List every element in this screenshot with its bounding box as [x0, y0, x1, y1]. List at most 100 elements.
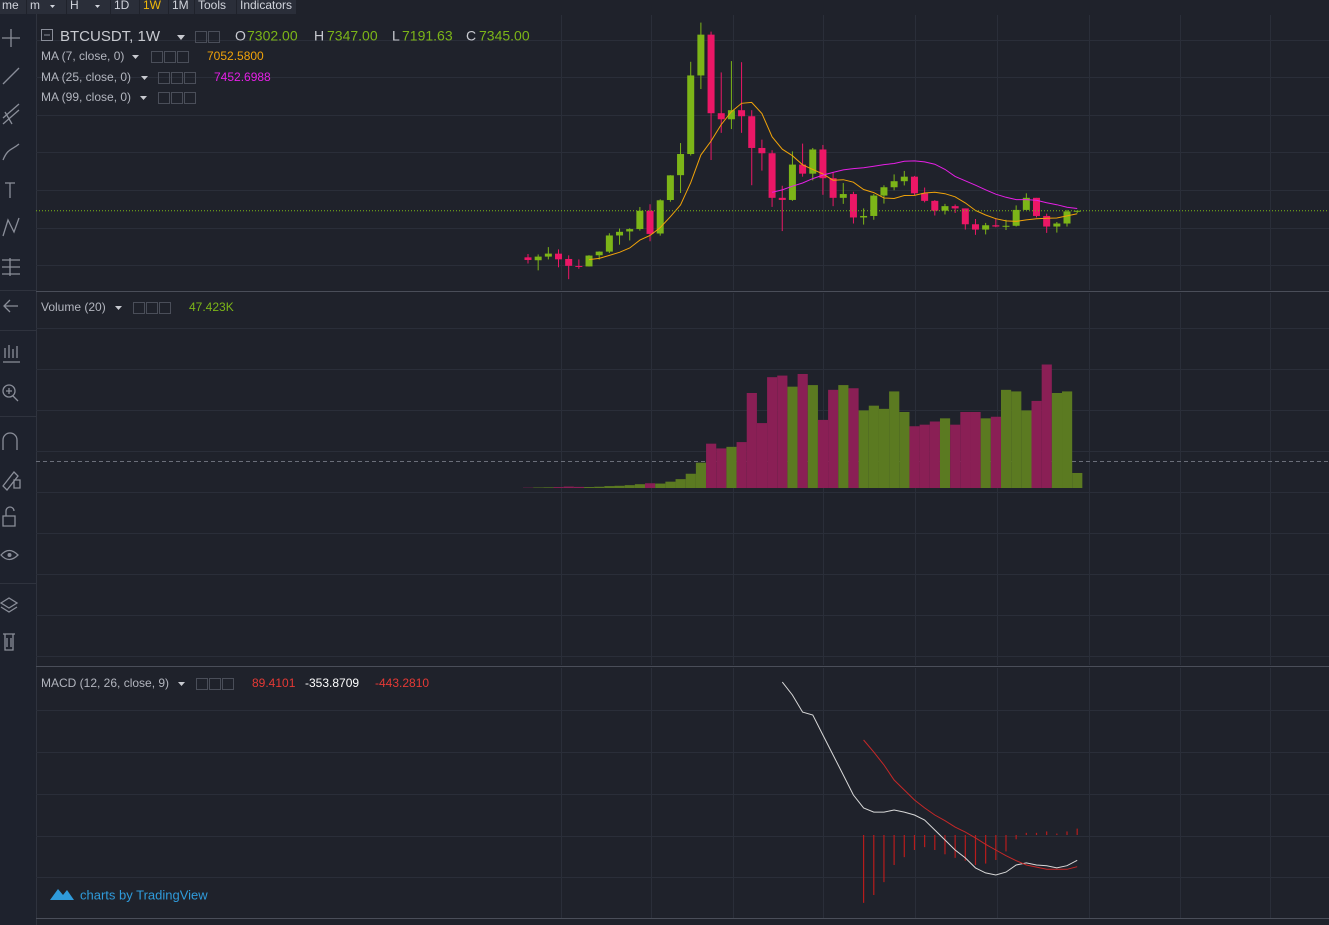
toolbar-button[interactable]: Indicators — [240, 0, 292, 12]
indicator-control[interactable] — [195, 31, 207, 43]
macd-histogram — [1056, 833, 1058, 835]
unlock-tool[interactable] — [2, 506, 16, 527]
candle-body — [707, 34, 715, 114]
candle-body — [1053, 223, 1061, 227]
dropdown-arrow[interactable] — [141, 76, 148, 80]
footer[interactable]: charts by TradingView — [50, 887, 208, 902]
line-tool[interactable] — [2, 67, 20, 85]
indicator-control[interactable] — [171, 72, 183, 84]
indicator-name[interactable]: MACD (12, 26, close, 9) — [41, 676, 169, 690]
footer-text[interactable]: charts by TradingView — [80, 887, 208, 902]
lock-draw-tool[interactable] — [2, 471, 21, 491]
macd-histogram — [1066, 831, 1068, 835]
indicator-control[interactable] — [133, 302, 145, 314]
symbol-title[interactable]: BTCUSDT, 1W — [60, 28, 161, 45]
ruler-tool[interactable] — [3, 345, 20, 363]
volume-bar — [563, 486, 574, 488]
volume-bar — [939, 418, 951, 488]
toolbar-dropdown[interactable] — [95, 5, 100, 8]
candle-body — [971, 224, 979, 230]
candle-body — [1033, 197, 1040, 216]
tradingview-logo[interactable] — [50, 889, 74, 900]
visibility-tool[interactable] — [0, 549, 19, 561]
volume-bar — [970, 412, 981, 488]
volume-bar — [980, 418, 991, 488]
indicator-name[interactable]: MA (7, close, 0) — [41, 49, 124, 63]
candle-body — [534, 256, 542, 261]
indicator-value: 7452.6988 — [214, 70, 271, 84]
dropdown-arrow[interactable] — [178, 682, 185, 686]
volume-bar — [746, 393, 757, 488]
candle-body — [992, 225, 1000, 227]
crosshair-tool[interactable] — [2, 29, 20, 47]
ohlc-value: 7191.63 — [402, 28, 453, 44]
indicator-control[interactable] — [146, 302, 158, 314]
toolbar-button[interactable]: H — [70, 0, 79, 12]
toolbar-button[interactable]: m — [30, 0, 40, 12]
dropdown-arrow[interactable] — [115, 306, 122, 310]
toolbar-button[interactable]: Tools — [198, 0, 226, 12]
indicator-control[interactable] — [196, 678, 208, 690]
toolbar-dropdown[interactable] — [50, 5, 55, 8]
fib-tool[interactable] — [2, 103, 20, 125]
candle-body — [687, 75, 695, 155]
candle-body — [565, 258, 573, 266]
measure-tool[interactable] — [2, 258, 20, 276]
indicator-control[interactable] — [184, 92, 196, 104]
indicator-control[interactable] — [159, 302, 171, 314]
indicator-control[interactable] — [177, 51, 189, 63]
indicator-control[interactable] — [209, 678, 221, 690]
indicator-name[interactable]: Volume (20) — [41, 300, 106, 314]
volume-bar — [573, 486, 585, 488]
magnet-tool[interactable] — [2, 432, 18, 450]
candle-body — [982, 225, 990, 230]
indicator-control[interactable] — [171, 92, 183, 104]
toolbar-button[interactable]: 1M — [172, 0, 189, 12]
candle-body — [646, 210, 654, 234]
candle-body — [636, 210, 644, 230]
ohlc-label: H — [314, 28, 324, 44]
sidebar-icons[interactable] — [0, 29, 21, 651]
collapse-button[interactable] — [41, 29, 53, 41]
indicator-control[interactable] — [158, 92, 170, 104]
volume-bar — [685, 473, 696, 488]
dropdown-arrow[interactable] — [140, 96, 147, 100]
volume-bar — [1011, 391, 1022, 488]
indicator-control[interactable] — [208, 31, 220, 43]
brush-tool[interactable] — [2, 143, 20, 161]
candle-body — [656, 200, 664, 234]
indicator-value: 7052.5800 — [207, 49, 264, 63]
dropdown-arrow[interactable] — [177, 35, 185, 40]
dropdown-arrow[interactable] — [132, 55, 139, 59]
toolbar-button[interactable]: me — [2, 0, 19, 12]
indicator-control[interactable] — [184, 72, 196, 84]
volume-bar — [716, 448, 727, 488]
volume-bar — [990, 416, 1001, 488]
volume-bar — [1021, 410, 1032, 488]
indicator-control[interactable] — [222, 678, 234, 690]
candle-body — [727, 110, 735, 120]
plots — [36, 22, 1329, 903]
indicator-control[interactable] — [158, 72, 170, 84]
text-tool[interactable] — [5, 182, 15, 198]
toolbar-button[interactable]: 1W — [143, 0, 162, 12]
indicator-name[interactable]: MA (25, close, 0) — [41, 70, 131, 84]
indicator-control[interactable] — [151, 51, 163, 63]
indicator-control[interactable] — [164, 51, 176, 63]
candle-body — [605, 235, 613, 252]
candle-body — [870, 195, 878, 216]
macd-histogram — [1005, 835, 1007, 852]
trash-tool[interactable] — [3, 633, 15, 651]
volume-bar — [624, 485, 635, 488]
macd-histogram — [873, 835, 875, 895]
candle-body — [1012, 209, 1020, 226]
back-tool[interactable] — [3, 299, 18, 313]
zoom-tool[interactable] — [2, 384, 16, 398]
pattern-tool[interactable] — [2, 217, 20, 237]
toolbar-button[interactable]: 1D — [114, 0, 130, 12]
zoom-tool-plus[interactable] — [6, 388, 19, 402]
macd-histogram — [1015, 835, 1017, 840]
volume-bar — [655, 483, 666, 488]
indicator-name[interactable]: MA (99, close, 0) — [41, 90, 131, 104]
layers-tool[interactable] — [0, 597, 19, 613]
